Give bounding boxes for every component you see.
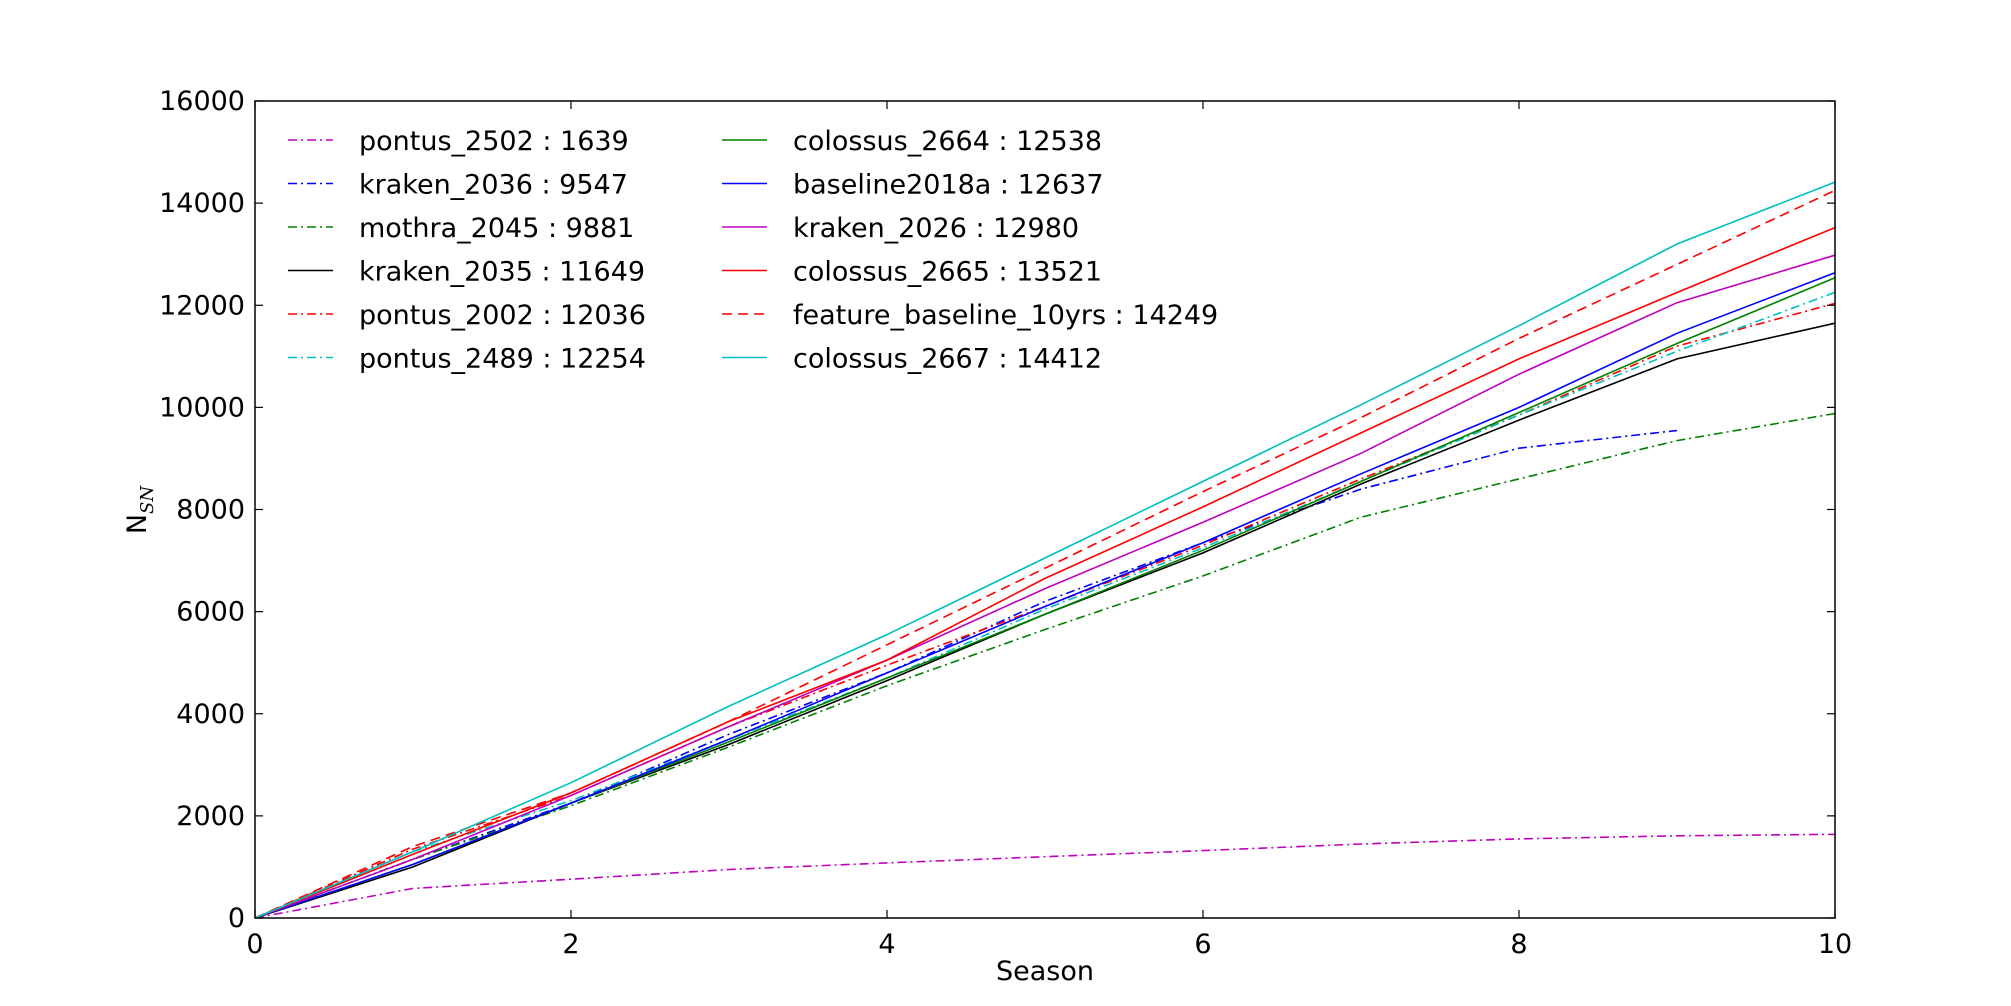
legend-label-8: kraken_2026 : 12980 (793, 213, 1079, 244)
series-line-3 (254, 322, 1836, 919)
legend-label-1: kraken_2036 : 9547 (359, 170, 628, 201)
series-line-9 (254, 226, 1836, 919)
legend-label-3: kraken_2035 : 11649 (359, 257, 645, 288)
series-line-8 (254, 254, 1836, 919)
legend-label-4: pontus_2002 : 12036 (359, 300, 646, 331)
legend-label-11: colossus_2667 : 14412 (793, 344, 1102, 375)
y-tick-label-4: 8000 (176, 495, 245, 526)
x-tick-label-2: 4 (878, 929, 895, 960)
series-line-7 (254, 271, 1836, 919)
x-axis-label: Season (996, 956, 1094, 987)
y-tick-label-5: 10000 (159, 392, 245, 423)
legend-label-2: mothra_2045 : 9881 (359, 213, 634, 244)
series-line-1 (254, 429, 1678, 919)
series-line-11 (254, 181, 1836, 919)
legend-label-5: pontus_2489 : 12254 (359, 344, 646, 375)
legend: pontus_2502 : 1639 kraken_2036 : 9547 moth… (288, 126, 1218, 375)
series-line-10 (254, 189, 1836, 919)
legend-label-0: pontus_2502 : 1639 (359, 126, 629, 157)
y-tick-label-6: 12000 (159, 290, 245, 321)
y-tick-label-1: 2000 (176, 801, 245, 832)
y-tick-label-0: 0 (228, 903, 245, 934)
series-line-0 (254, 833, 1836, 919)
x-tick-label-4: 8 (1510, 929, 1527, 960)
legend-label-10: feature_baseline_10yrs : 14249 (793, 300, 1218, 331)
series-layer (254, 181, 1836, 919)
y-tick-label-2: 4000 (176, 699, 245, 730)
x-tick-label-5: 10 (1818, 929, 1852, 960)
y-tick-label-8: 16000 (159, 86, 245, 117)
legend-label-7: baseline2018a : 12637 (793, 170, 1104, 201)
y-axis-label-subscript: SN (137, 485, 158, 514)
series-line-2 (254, 412, 1836, 919)
y-axis-label: NSN (122, 485, 158, 535)
ticks-layer: 0 2 4 6 8 10 0 2000 4000 6000 8000 10000 12000 14000 1… (159, 86, 1852, 960)
x-tick-label-3: 6 (1194, 929, 1211, 960)
y-tick-label-7: 14000 (159, 188, 245, 219)
x-tick-label-0: 0 (246, 929, 263, 960)
x-tick-label-1: 2 (562, 929, 579, 960)
legend-label-6: colossus_2664 : 12538 (793, 126, 1102, 157)
y-tick-label-3: 6000 (176, 597, 245, 628)
y-axis-label-main: N (122, 514, 153, 534)
legend-label-9: colossus_2665 : 13521 (793, 257, 1102, 288)
